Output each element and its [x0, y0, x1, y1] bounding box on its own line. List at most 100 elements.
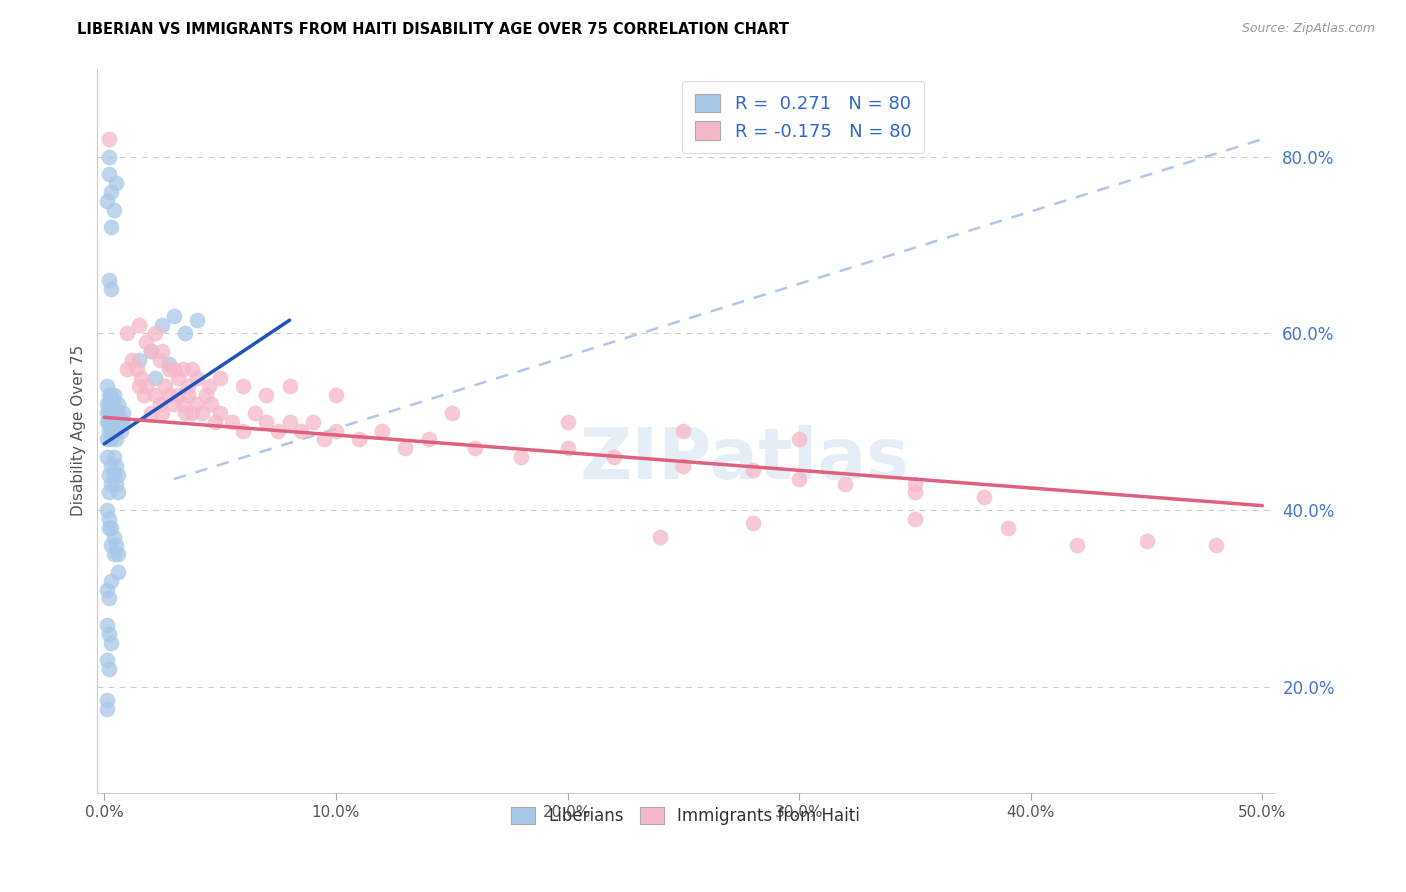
Point — [96, 653, 118, 667]
Point — [125, 361, 148, 376]
Point — [110, 424, 132, 438]
Point — [100, 185, 122, 199]
Point — [176, 379, 198, 393]
Point — [104, 433, 127, 447]
Point — [418, 433, 440, 447]
Point — [174, 326, 197, 341]
Point — [100, 406, 122, 420]
Point — [204, 415, 226, 429]
Point — [96, 397, 118, 411]
Point — [103, 424, 125, 438]
Point — [107, 565, 129, 579]
Point — [195, 388, 218, 402]
Point — [103, 467, 125, 482]
Point — [97, 132, 120, 146]
Legend: Liberians, Immigrants from Haiti: Liberians, Immigrants from Haiti — [502, 797, 870, 835]
Point — [157, 361, 180, 376]
Point — [290, 424, 312, 438]
Point — [96, 406, 118, 420]
Point — [104, 476, 127, 491]
Point — [997, 521, 1019, 535]
Point — [96, 503, 118, 517]
Point — [131, 370, 153, 384]
Point — [103, 450, 125, 464]
Point — [650, 530, 672, 544]
Point — [103, 397, 125, 411]
Point — [278, 379, 301, 393]
Point — [117, 361, 139, 376]
Point — [96, 415, 118, 429]
Point — [100, 388, 122, 402]
Point — [904, 512, 927, 526]
Point — [107, 415, 129, 429]
Point — [197, 379, 219, 393]
Point — [104, 538, 127, 552]
Point — [100, 635, 122, 649]
Point — [96, 433, 118, 447]
Point — [267, 424, 290, 438]
Point — [186, 370, 208, 384]
Point — [143, 388, 166, 402]
Point — [97, 512, 120, 526]
Point — [100, 424, 122, 438]
Point — [157, 388, 180, 402]
Point — [190, 406, 212, 420]
Point — [150, 318, 173, 332]
Point — [96, 582, 118, 597]
Point — [97, 485, 120, 500]
Point — [135, 335, 157, 350]
Point — [100, 220, 122, 235]
Point — [209, 370, 232, 384]
Point — [232, 379, 254, 393]
Point — [150, 344, 173, 359]
Point — [97, 591, 120, 606]
Point — [107, 547, 129, 561]
Point — [1066, 538, 1088, 552]
Point — [103, 406, 125, 420]
Point — [97, 424, 120, 438]
Point — [139, 344, 162, 359]
Point — [186, 397, 208, 411]
Point — [128, 379, 150, 393]
Point — [100, 282, 122, 296]
Point — [96, 702, 118, 716]
Point — [787, 433, 810, 447]
Point — [97, 626, 120, 640]
Point — [100, 415, 122, 429]
Point — [243, 406, 266, 420]
Text: Source: ZipAtlas.com: Source: ZipAtlas.com — [1241, 22, 1375, 36]
Point — [510, 450, 533, 464]
Point — [97, 388, 120, 402]
Point — [97, 273, 120, 287]
Point — [97, 467, 120, 482]
Point — [139, 406, 162, 420]
Point — [167, 388, 190, 402]
Point — [557, 415, 579, 429]
Point — [103, 388, 125, 402]
Point — [103, 547, 125, 561]
Point — [163, 397, 186, 411]
Y-axis label: Disability Age Over 75: Disability Age Over 75 — [72, 345, 86, 516]
Point — [100, 476, 122, 491]
Point — [139, 344, 162, 359]
Point — [172, 397, 194, 411]
Point — [163, 361, 186, 376]
Point — [104, 415, 127, 429]
Point — [672, 458, 695, 473]
Point — [104, 406, 127, 420]
Point — [100, 397, 122, 411]
Point — [128, 318, 150, 332]
Point — [96, 693, 118, 707]
Point — [181, 361, 204, 376]
Point — [314, 433, 336, 447]
Point — [96, 194, 118, 208]
Point — [107, 406, 129, 420]
Point — [128, 353, 150, 368]
Point — [371, 424, 394, 438]
Point — [973, 490, 995, 504]
Point — [103, 415, 125, 429]
Point — [96, 618, 118, 632]
Point — [97, 662, 120, 676]
Point — [97, 168, 120, 182]
Point — [100, 538, 122, 552]
